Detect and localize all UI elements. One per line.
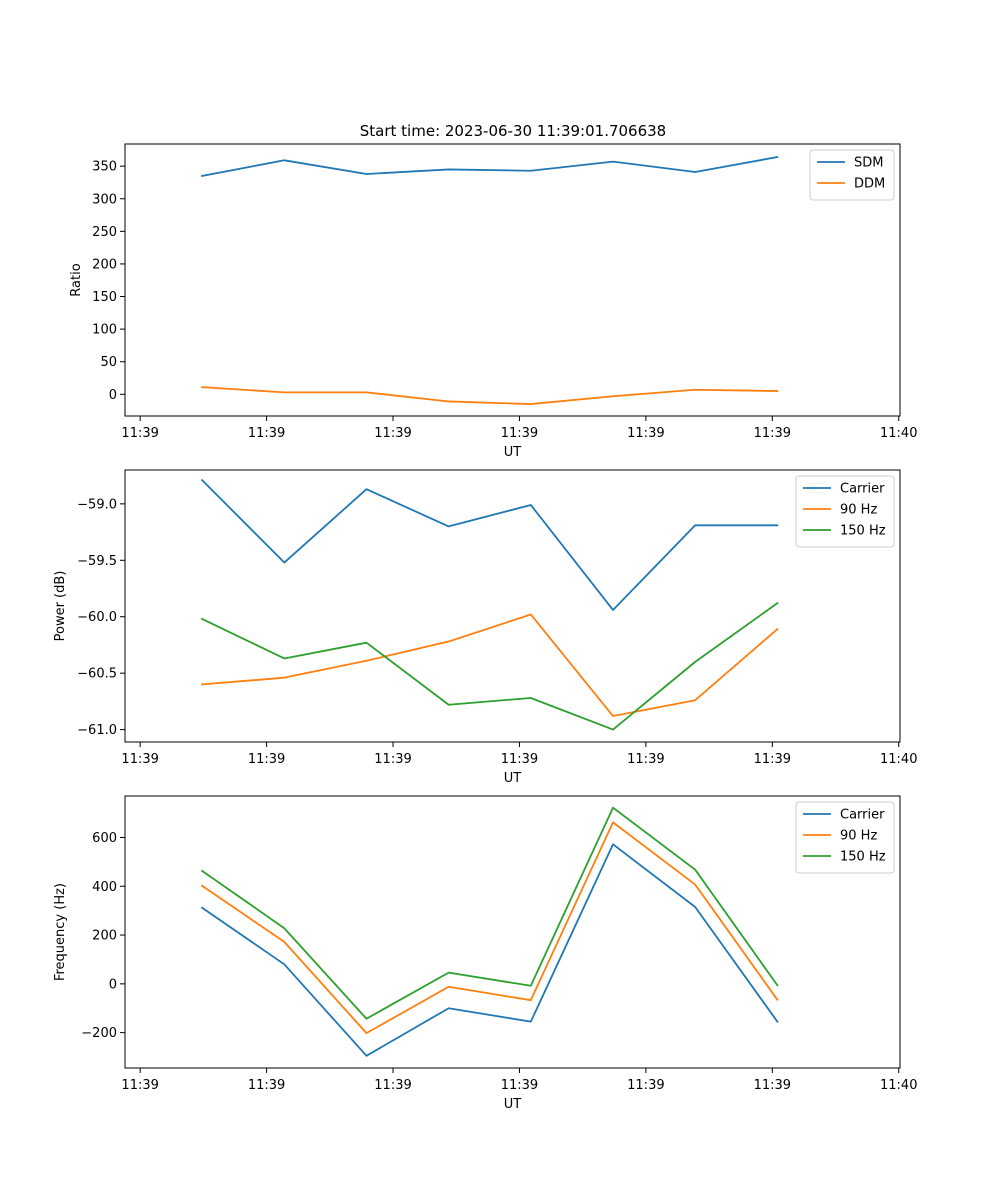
frequency-x-axis-label: UT [504,1097,522,1112]
ratio-x-tick-label: 11:39 [501,426,538,441]
ratio-y-tick-label: 300 [92,192,117,207]
ratio-y-tick-label: 0 [109,388,117,403]
plots: 11:39 11:39 11:39 11:39 11:39 11:39 11:40 0 50 10… [53,143,917,1112]
power-legend-label: Carrier [840,482,885,497]
frequency-y-tick-label: 600 [92,831,117,846]
ratio-y-tick-label: 200 [92,257,117,272]
frequency-series-line-90-hz [200,821,779,1035]
ratio-panel: 11:39 11:39 11:39 11:39 11:39 11:39 11:40 0 50 10… [69,143,917,460]
frequency-y-tick-label: −200 [81,1026,117,1041]
frequency-x-tick-label: 11:39 [248,1078,285,1093]
frequency-legend: Carrier 90 Hz 150 Hz [795,801,895,874]
power-y-tick-label: −61.0 [77,723,117,738]
ratio-y-tick-label: 250 [92,225,117,240]
frequency-panel: 11:39 11:39 11:39 11:39 11:39 11:39 11:40 −200 0… [53,795,917,1112]
ratio-y-tick-label: 350 [92,160,117,175]
ratio-legend-label: SDM [854,156,883,171]
ratio-x-tick-label: 11:39 [248,426,285,441]
figure-title: Start time: 2023-06-30 11:39:01.706638 [360,122,666,140]
ratio-series-line-ddm [201,386,779,405]
power-series-line-150-hz [200,601,779,731]
ratio-y-tick-label: 100 [92,323,117,338]
power-series-line-carrier [200,478,779,611]
ratio-x-axis-label: UT [504,445,522,460]
ratio-legend-label: DDM [854,177,885,192]
frequency-x-tick-label: 11:39 [754,1078,791,1093]
ratio-y-axis-label: Ratio [69,263,84,296]
power-legend-label: 90 Hz [840,503,877,518]
frequency-x-tick-label: 11:39 [374,1078,411,1093]
ratio-x-tick-label: 11:39 [754,426,791,441]
ratio-y-tick-label: 150 [92,290,117,305]
frequency-x-tick-label: 11:39 [121,1078,158,1093]
power-x-tick-label: 11:40 [880,752,917,767]
frequency-axes-frame [124,795,901,1069]
ratio-x-tick-label: 11:39 [121,426,158,441]
frequency-x-tick-label: 11:40 [880,1078,917,1093]
power-y-tick-label: −60.5 [77,667,117,682]
power-panel: 11:39 11:39 11:39 11:39 11:39 11:39 11:40 −61.0… [53,469,917,786]
ratio-x-tick-label: 11:39 [627,426,664,441]
ratio-x-tick-label: 11:40 [880,426,917,441]
frequency-y-tick-label: 0 [109,977,117,992]
power-legend-label: 150 Hz [840,524,886,539]
frequency-y-tick-label: 200 [92,929,117,944]
power-legend: Carrier 90 Hz 150 Hz [795,475,895,548]
power-x-tick-label: 11:39 [627,752,664,767]
frequency-legend-label: 150 Hz [840,850,886,865]
ratio-y-tick-label: 50 [100,355,117,370]
power-x-tick-label: 11:39 [754,752,791,767]
power-y-tick-label: −59.0 [77,497,117,512]
frequency-x-tick-label: 11:39 [501,1078,538,1093]
power-x-tick-label: 11:39 [374,752,411,767]
ratio-legend: SDM DDM [809,149,895,201]
ratio-x-tick-label: 11:39 [374,426,411,441]
ratio-series-line-sdm [201,155,779,177]
power-x-tick-label: 11:39 [501,752,538,767]
power-x-axis-label: UT [504,771,522,786]
frequency-legend-label: Carrier [840,808,885,823]
frequency-series-line-carrier [200,843,779,1057]
power-x-tick-label: 11:39 [121,752,158,767]
frequency-legend-label: 90 Hz [840,829,877,844]
power-y-tick-label: −59.5 [77,554,117,569]
frequency-y-axis-label: Frequency (Hz) [53,883,68,981]
power-y-tick-label: −60.0 [77,610,117,625]
frequency-x-tick-label: 11:39 [627,1078,664,1093]
power-series-line-90-hz [201,613,779,717]
power-y-axis-label: Power (dB) [53,571,68,642]
frequency-y-tick-label: 400 [92,880,117,895]
power-x-tick-label: 11:39 [248,752,285,767]
power-axes-frame [124,469,901,743]
ratio-axes-frame [124,143,901,417]
frequency-series-line-150-hz [200,806,779,1020]
